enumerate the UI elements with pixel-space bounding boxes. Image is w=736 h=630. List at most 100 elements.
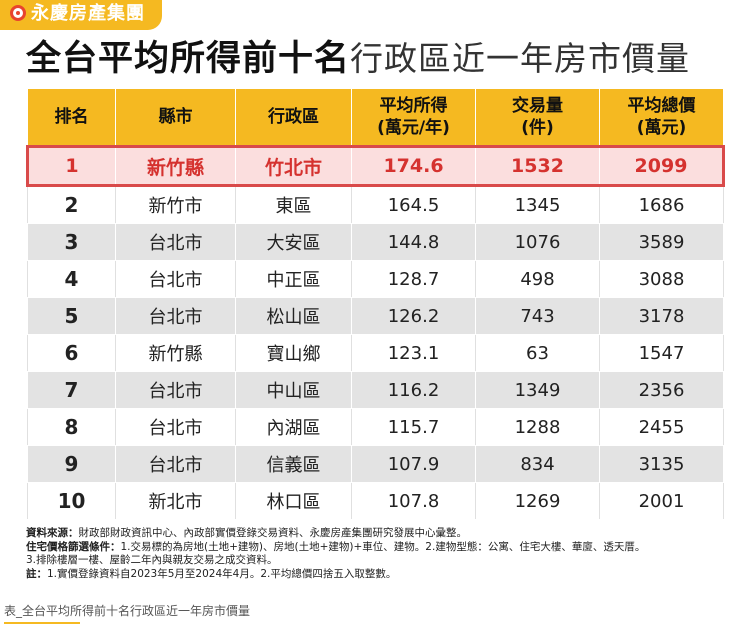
cell-income: 128.7 (351, 260, 476, 298)
cell-income: 107.9 (351, 445, 476, 483)
table-row: 8 台北市 內湖區 115.7 1288 2455 (27, 408, 724, 446)
cell-income: 164.5 (351, 185, 476, 224)
cell-income: 174.6 (351, 145, 476, 187)
note-criteria: 住宅價格篩選條件：1.交易標的為房地(土地+建物)、房地(土地+建物)+車位、建… (26, 541, 726, 555)
cell-income: 123.1 (351, 334, 476, 372)
header-price: 平均總價 (萬元) (599, 88, 724, 147)
note-source-label: 資料來源： (26, 527, 79, 539)
header-rank: 排名 (27, 88, 116, 147)
cell-volume: 498 (475, 260, 600, 298)
header-volume-line2: (件) (521, 118, 554, 138)
note-criteria-2: 3.排除樓層一樓、屋齡二年內與親友交易之成交資料。 (26, 554, 278, 566)
cell-income: 126.2 (351, 297, 476, 335)
note-remark-label: 註： (26, 567, 47, 580)
header-volume: 交易量 (件) (475, 88, 600, 147)
table-row: 9 台北市 信義區 107.9 834 3135 (27, 445, 724, 483)
cell-price: 3178 (599, 297, 724, 335)
header-income-line1: 平均所得 (379, 96, 448, 116)
table-row: 7 台北市 中山區 116.2 1349 2356 (27, 371, 724, 409)
cell-county: 台北市 (115, 445, 236, 483)
cell-volume: 1269 (475, 482, 600, 520)
cell-rank: 5 (27, 297, 116, 335)
cell-income: 107.8 (351, 482, 476, 520)
header-district: 行政區 (235, 88, 352, 147)
cell-district: 寶山鄉 (235, 334, 352, 372)
cell-county: 台北市 (115, 371, 236, 409)
cell-price: 2001 (599, 482, 724, 520)
header-county: 縣市 (115, 88, 236, 147)
infographic: 永慶房產集團 全台平均所得前十名行政區近一年房市價量 排名 縣市 行政區 平均所… (0, 0, 726, 581)
cell-price: 3135 (599, 445, 724, 483)
brand-name: 永慶房產集團 (31, 3, 145, 24)
note-criteria-label: 住宅價格篩選條件： (26, 540, 121, 553)
cell-rank: 6 (27, 334, 116, 372)
table-row: 5 台北市 松山區 126.2 743 3178 (27, 297, 724, 335)
note-source-text: 財政部財政資訊中心、內政部實價登錄交易資料、永慶房產集團研究發展中心彙整。 (78, 527, 468, 539)
cell-county: 台北市 (115, 408, 236, 446)
image-caption: 表_全台平均所得前十名行政區近一年房市價量 (4, 604, 251, 618)
cell-volume: 1532 (475, 145, 600, 187)
cell-district: 中山區 (235, 371, 352, 409)
cell-volume: 743 (475, 297, 600, 335)
cell-price: 1686 (599, 185, 724, 224)
cell-district: 松山區 (235, 297, 352, 335)
cell-income: 115.7 (351, 408, 476, 446)
footnotes: 資料來源：財政部財政資訊中心、內政部實價登錄交易資料、永慶房產集團研究發展中心彙… (26, 527, 726, 581)
cell-rank: 3 (27, 223, 116, 261)
cell-county: 新竹縣 (115, 334, 236, 372)
cell-county: 台北市 (115, 260, 236, 298)
cell-volume: 1349 (475, 371, 600, 409)
cell-price: 2455 (599, 408, 724, 446)
header-income-line2: (萬元/年) (377, 118, 450, 138)
cell-county: 新竹市 (115, 185, 236, 224)
cell-income: 144.8 (351, 223, 476, 261)
cell-price: 2099 (599, 145, 725, 187)
cell-rank: 7 (27, 371, 116, 409)
cell-price: 1547 (599, 334, 724, 372)
ranking-table: 排名 縣市 行政區 平均所得 (萬元/年) 交易量 (件) 平均總價 (萬元) 1 新… (26, 88, 725, 520)
cell-district: 東區 (235, 185, 352, 224)
table-row: 6 新竹縣 寶山鄉 123.1 63 1547 (27, 334, 724, 372)
cell-district: 內湖區 (235, 408, 352, 446)
brand-tab: 永慶房產集團 (0, 0, 162, 30)
cell-rank: 9 (27, 445, 116, 483)
cell-price: 3589 (599, 223, 724, 261)
table-row: 2 新竹市 東區 164.5 1345 1686 (27, 185, 724, 224)
table-header-row: 排名 縣市 行政區 平均所得 (萬元/年) 交易量 (件) 平均總價 (萬元) (27, 88, 724, 147)
ring-logo-icon (10, 5, 26, 21)
cell-volume: 1076 (475, 223, 600, 261)
cell-county: 台北市 (115, 223, 236, 261)
title-bold: 全台平均所得前十名 (26, 39, 351, 79)
cell-county: 新竹縣 (115, 145, 236, 187)
table-row: 10 新北市 林口區 107.8 1269 2001 (27, 482, 724, 520)
cell-rank: 10 (27, 482, 116, 520)
cell-district: 信義區 (235, 445, 352, 483)
cell-district: 中正區 (235, 260, 352, 298)
note-remark: 註：1.實價登錄資料自2023年5月至2024年4月。2.平均總價四捨五入取整數… (26, 568, 726, 582)
note-source: 資料來源：財政部財政資訊中心、內政部實價登錄交易資料、永慶房產集團研究發展中心彙… (26, 527, 726, 541)
header-price-line1: 平均總價 (627, 96, 696, 116)
cell-price: 3088 (599, 260, 724, 298)
cell-volume: 63 (475, 334, 600, 372)
header-price-line2: (萬元) (636, 118, 687, 138)
cell-rank: 4 (27, 260, 116, 298)
cell-volume: 1345 (475, 185, 600, 224)
page-title: 全台平均所得前十名行政區近一年房市價量 (26, 36, 726, 82)
ranking-table-wrap: 排名 縣市 行政區 平均所得 (萬元/年) 交易量 (件) 平均總價 (萬元) 1 新… (26, 88, 725, 520)
table-row: 1 新竹縣 竹北市 174.6 1532 2099 (26, 145, 725, 187)
caption-underline (4, 622, 80, 624)
cell-rank: 2 (27, 185, 116, 224)
cell-volume: 834 (475, 445, 600, 483)
table-row: 3 台北市 大安區 144.8 1076 3589 (27, 223, 724, 261)
header-volume-line1: 交易量 (512, 96, 563, 116)
cell-district: 大安區 (235, 223, 352, 261)
header-income: 平均所得 (萬元/年) (351, 88, 476, 147)
cell-volume: 1288 (475, 408, 600, 446)
cell-price: 2356 (599, 371, 724, 409)
note-remark-text: 1.實價登錄資料自2023年5月至2024年4月。2.平均總價四捨五入取整數。 (47, 567, 397, 580)
cell-county: 台北市 (115, 297, 236, 335)
cell-income: 116.2 (351, 371, 476, 409)
cell-rank: 1 (26, 145, 116, 187)
cell-county: 新北市 (115, 482, 236, 520)
note-criteria-text: 1.交易標的為房地(土地+建物)、房地(土地+建物)+車位、建物。2.建物型態：… (120, 540, 646, 553)
